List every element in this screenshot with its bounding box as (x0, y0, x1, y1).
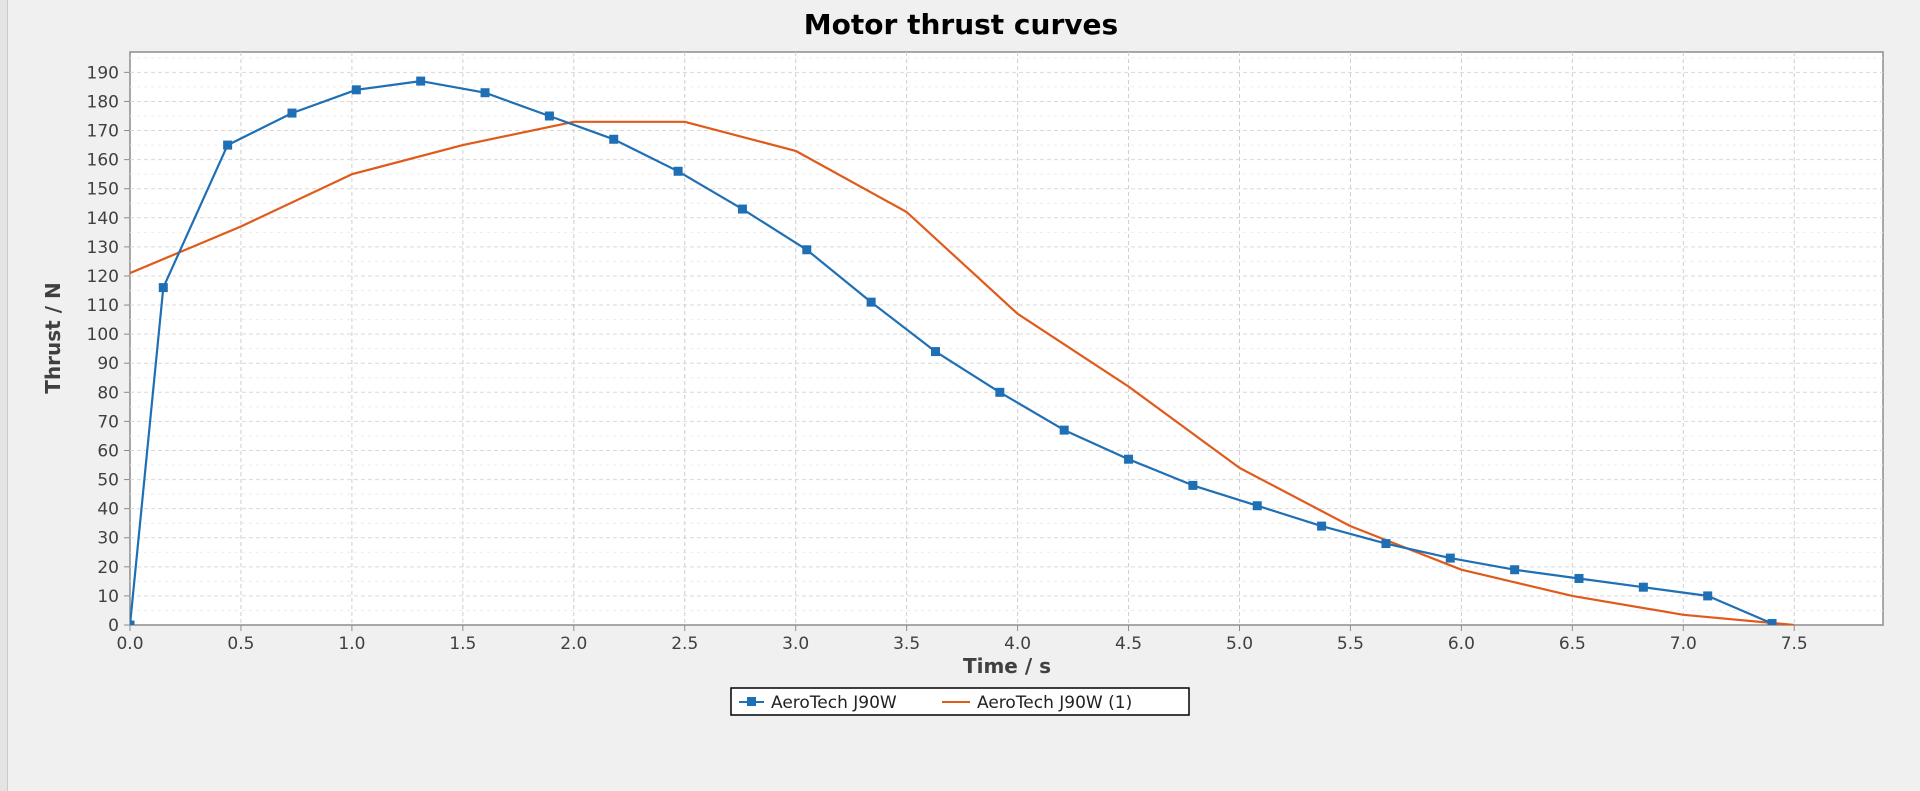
x-axis-ticks: 0.0 0.5 1.0 1.5 2.0 2.5 3.0 3.5 4.0 4.5 5.0 5.5 6.0 6… (116, 625, 1808, 654)
y-tick-label: 90 (97, 354, 119, 374)
legend-label-1: AeroTech J90W (771, 693, 897, 713)
plot-area (129, 51, 1884, 626)
data-point (1188, 480, 1198, 490)
x-tick-label: 0.0 (116, 634, 143, 654)
x-tick-label: 6.5 (1559, 634, 1586, 654)
y-tick-label: 160 (87, 151, 119, 171)
data-point (1317, 521, 1327, 531)
series-2 (130, 120, 1795, 625)
y-tick-label: 20 (97, 558, 119, 578)
y-tick-label: 70 (97, 412, 119, 432)
x-tick-label: 7.5 (1781, 634, 1808, 654)
x-tick-label: 2.5 (671, 634, 698, 654)
grid-lines (130, 52, 1883, 625)
y-tick-label: 150 (87, 180, 119, 200)
y-tick-label: 0 (108, 616, 119, 636)
x-tick-label: 5.5 (1337, 634, 1364, 654)
data-point (1445, 553, 1455, 563)
chart-title: Motor thrust curves (804, 8, 1118, 41)
series-line (130, 120, 1795, 625)
y-tick-label: 130 (87, 238, 119, 258)
y-tick-label: 60 (97, 441, 119, 461)
y-tick-label: 80 (97, 383, 119, 403)
x-tick-label: 0.5 (227, 634, 254, 654)
y-tick-label: 50 (97, 471, 119, 491)
data-point (995, 387, 1005, 397)
y-tick-label: 30 (97, 529, 119, 549)
series-1 (130, 76, 1777, 625)
data-point (802, 245, 812, 255)
y-tick-label: 120 (87, 267, 119, 287)
y-tick-label: 10 (97, 587, 119, 607)
data-point (1638, 582, 1648, 592)
data-point (416, 76, 426, 86)
x-tick-label: 4.5 (1115, 634, 1142, 654)
y-tick-label: 190 (87, 63, 119, 83)
data-point (1703, 591, 1713, 601)
legend-marker-1 (747, 697, 756, 706)
data-point (1252, 501, 1262, 511)
data-point (351, 85, 361, 95)
y-tick-label: 100 (87, 325, 119, 345)
data-point (673, 166, 683, 176)
y-axis-ticks: 0 10 20 30 40 50 60 70 80 90 100 110 120 130 140 150 160… (87, 63, 130, 636)
data-point (609, 134, 619, 144)
data-point (1381, 539, 1391, 549)
data-point (223, 140, 233, 150)
legend: AeroTech J90W AeroTech J90W (1) (730, 687, 1190, 716)
x-tick-label: 3.0 (782, 634, 809, 654)
x-tick-label: 5.0 (1226, 634, 1253, 654)
data-point (866, 297, 876, 307)
y-tick-label: 110 (87, 296, 119, 316)
data-point (480, 88, 490, 98)
y-tick-label: 140 (87, 209, 119, 229)
series-layer (130, 76, 1795, 625)
x-tick-label: 7.0 (1670, 634, 1697, 654)
y-tick-label: 40 (97, 500, 119, 520)
x-tick-label: 4.0 (1004, 634, 1031, 654)
x-tick-label: 1.5 (449, 634, 476, 654)
window-edge (0, 0, 8, 791)
x-tick-label: 6.0 (1448, 634, 1475, 654)
x-tick-label: 3.5 (893, 634, 920, 654)
legend-items: AeroTech J90W AeroTech J90W (1) (739, 693, 1132, 713)
legend-label-2: AeroTech J90W (1) (977, 693, 1132, 713)
data-point (1574, 573, 1584, 583)
data-point (130, 620, 135, 625)
data-point (737, 204, 747, 214)
data-point (1767, 619, 1777, 625)
data-point (287, 108, 297, 118)
data-point (158, 283, 168, 293)
x-axis-label: Time / s (963, 654, 1051, 678)
data-point (1059, 425, 1069, 435)
y-tick-label: 170 (87, 122, 119, 142)
data-point (1124, 454, 1134, 464)
data-point (1510, 565, 1520, 575)
x-tick-label: 2.0 (560, 634, 587, 654)
data-point (930, 347, 940, 357)
y-tick-label: 180 (87, 92, 119, 112)
y-axis-label: Thrust / N (41, 282, 65, 393)
x-tick-label: 1.0 (338, 634, 365, 654)
data-point (544, 111, 554, 121)
